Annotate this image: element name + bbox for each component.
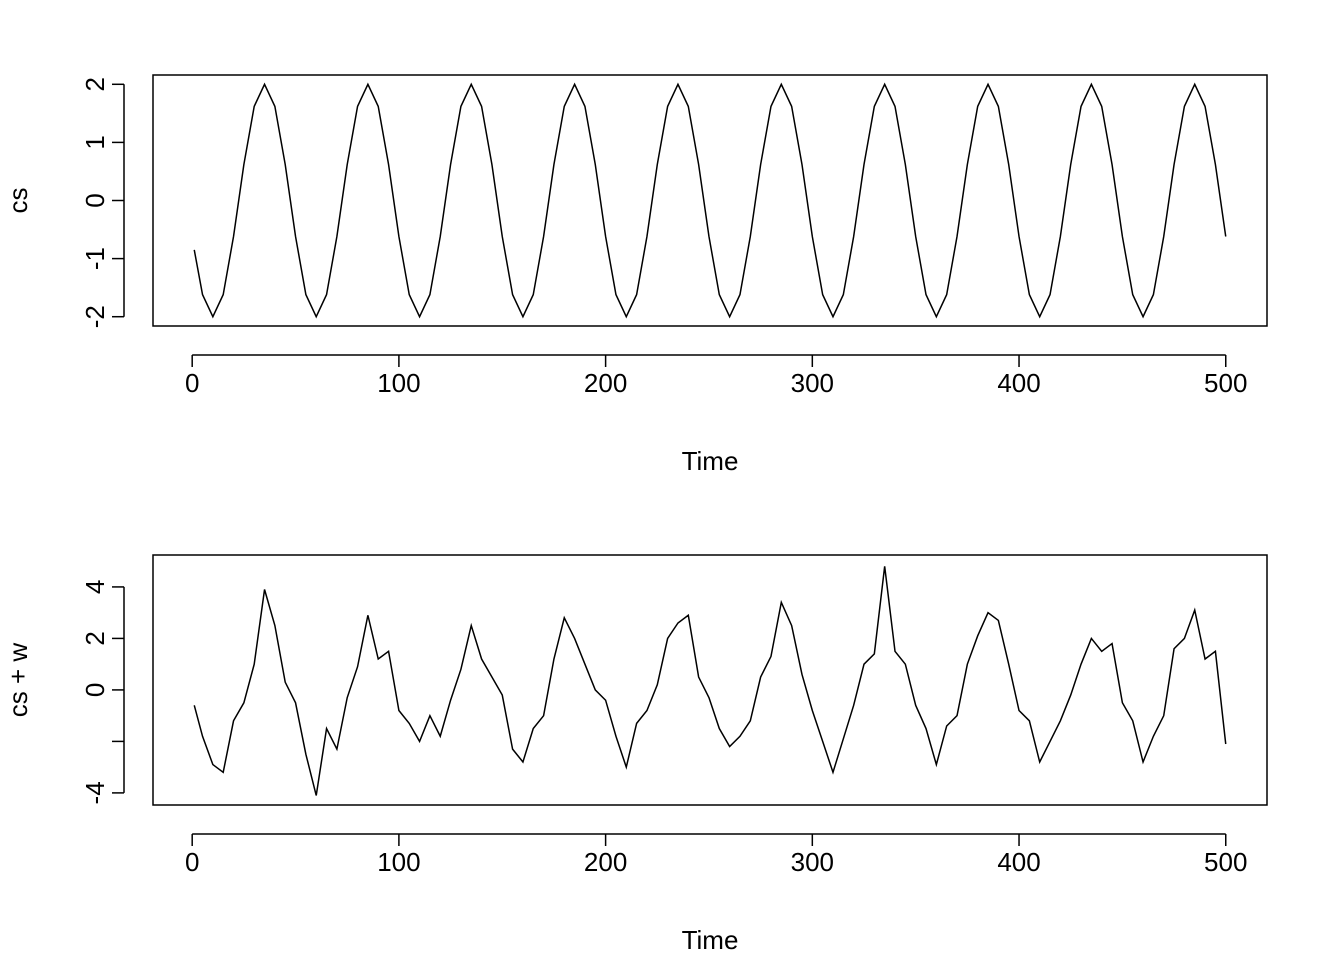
y-tick-label: 1 [80, 135, 110, 149]
x-tick-label: 500 [1204, 368, 1247, 398]
y-tick-label: 4 [80, 580, 110, 594]
plot-box [152, 74, 1268, 327]
x-axis-title: Time [682, 925, 739, 955]
x-tick-label: 300 [791, 847, 834, 877]
x-tick-label: 100 [377, 368, 420, 398]
x-tick-label: 100 [377, 847, 420, 877]
y-axis-title: cs + w [3, 643, 33, 718]
x-tick-label: 0 [185, 847, 199, 877]
data-line [193, 566, 1227, 796]
y-tick-label: -1 [80, 247, 110, 270]
y-tick-label: 0 [80, 683, 110, 697]
plot-box [152, 554, 1268, 806]
x-tick-label: 400 [997, 368, 1040, 398]
x-tick-label: 200 [584, 368, 627, 398]
y-tick-label: 0 [80, 193, 110, 207]
x-tick-label: 500 [1204, 847, 1247, 877]
x-tick-label: 400 [997, 847, 1040, 877]
x-tick-label: 200 [584, 847, 627, 877]
x-tick-label: 0 [185, 368, 199, 398]
y-tick-label: -4 [80, 781, 110, 804]
x-axis-title: Time [682, 446, 739, 476]
data-line [193, 82, 1227, 319]
x-tick-label: 300 [791, 368, 834, 398]
y-axis-title: cs [3, 188, 33, 214]
y-tick-label: 2 [80, 77, 110, 91]
y-tick-label: -2 [80, 305, 110, 328]
y-tick-label: 2 [80, 631, 110, 645]
